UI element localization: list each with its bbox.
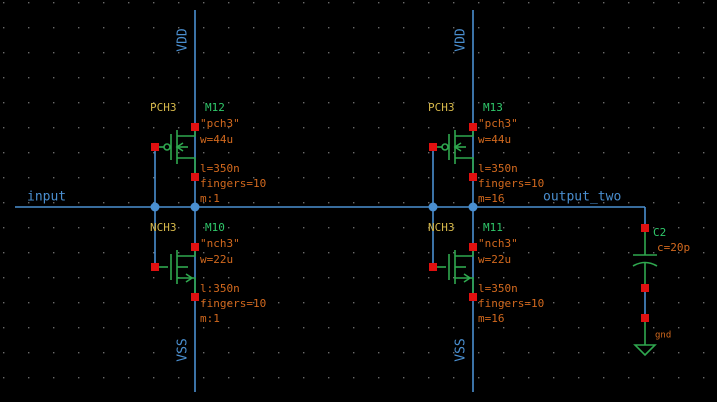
symbol-line [163, 143, 171, 151]
device-param: fingers=10 [478, 177, 544, 190]
device-param: "pch3" [478, 117, 518, 130]
device-param: "nch3" [200, 237, 240, 250]
supply-top-label: VDD [454, 28, 469, 52]
symbol-line [441, 143, 449, 151]
device-param: "pch3" [200, 117, 240, 130]
instance-name: M11 [483, 221, 503, 234]
symbol-line [177, 131, 196, 137]
device-param: fingers=10 [200, 177, 266, 190]
device-param: l=350n [478, 162, 518, 175]
supply-bottom-label: VSS [454, 338, 469, 361]
pin [191, 293, 199, 301]
device-param: m=16 [478, 312, 505, 325]
device-param: w=22u [478, 253, 511, 266]
symbol-line [455, 157, 474, 173]
pin [469, 293, 477, 301]
instance-name: M13 [483, 101, 503, 114]
supply-bottom-label: VSS [176, 338, 191, 361]
cell-name: PCH3 [428, 101, 455, 114]
pin [151, 143, 159, 151]
pin [191, 123, 199, 131]
device-param: fingers=10 [200, 297, 266, 310]
cell-name: NCH3 [428, 221, 455, 234]
device-param: "nch3" [478, 237, 518, 250]
pin [429, 143, 437, 151]
output-label: output_two [543, 190, 621, 205]
device-param: m:1 [200, 192, 220, 205]
device-param: w=44u [478, 133, 511, 146]
pin [429, 263, 437, 271]
nmos-transistor: NCH3 M11 "nch3" w=22u l=350n fingers=10 m=16 [428, 221, 544, 325]
nmos-transistor: NCH3 M10 "nch3" w=22u l:350n fingers=10 m:1 [150, 221, 266, 325]
pmos-transistor: PCH3 M13 "pch3" w=44u l=350n fingers=10 m=16 [428, 101, 544, 205]
symbol-line [177, 277, 196, 293]
device-param: l:350n [200, 282, 240, 295]
junctions [150, 202, 478, 212]
symbol-line [177, 157, 196, 173]
device-param: m=16 [478, 192, 505, 205]
symbol-line [455, 251, 474, 257]
pin [469, 243, 477, 251]
symbol-line [177, 251, 196, 257]
symbol-line [463, 273, 472, 283]
cap-value: c=20p [657, 241, 690, 254]
symbol-line [455, 131, 474, 137]
pin [191, 243, 199, 251]
wires [15, 10, 646, 392]
pin [191, 173, 199, 181]
input-label: input [27, 190, 66, 205]
pin [469, 173, 477, 181]
instance-name: M10 [205, 221, 225, 234]
ground-label: gnd [655, 331, 671, 341]
supply-top-label: VDD [176, 28, 191, 52]
device-param: w=44u [200, 133, 233, 146]
device-param: l=350n [200, 162, 240, 175]
symbol-line [175, 142, 184, 152]
instance-name: M12 [205, 101, 225, 114]
symbol-line [185, 273, 194, 283]
device-param: w=22u [200, 253, 233, 266]
pin [151, 263, 159, 271]
cell-name: NCH3 [150, 221, 177, 234]
symbol-line [453, 142, 462, 152]
cap-name: C2 [653, 226, 666, 239]
device-param: m:1 [200, 312, 220, 325]
symbol-line [455, 277, 474, 293]
cell-name: PCH3 [150, 101, 177, 114]
pin [469, 123, 477, 131]
capacitor: C2 c=20p gnd [632, 224, 690, 357]
device-param: l=350n [478, 282, 518, 295]
device-param: fingers=10 [478, 297, 544, 310]
pmos-transistor: PCH3 M12 "pch3" w=44u l=350n fingers=10 m:1 [150, 101, 266, 205]
